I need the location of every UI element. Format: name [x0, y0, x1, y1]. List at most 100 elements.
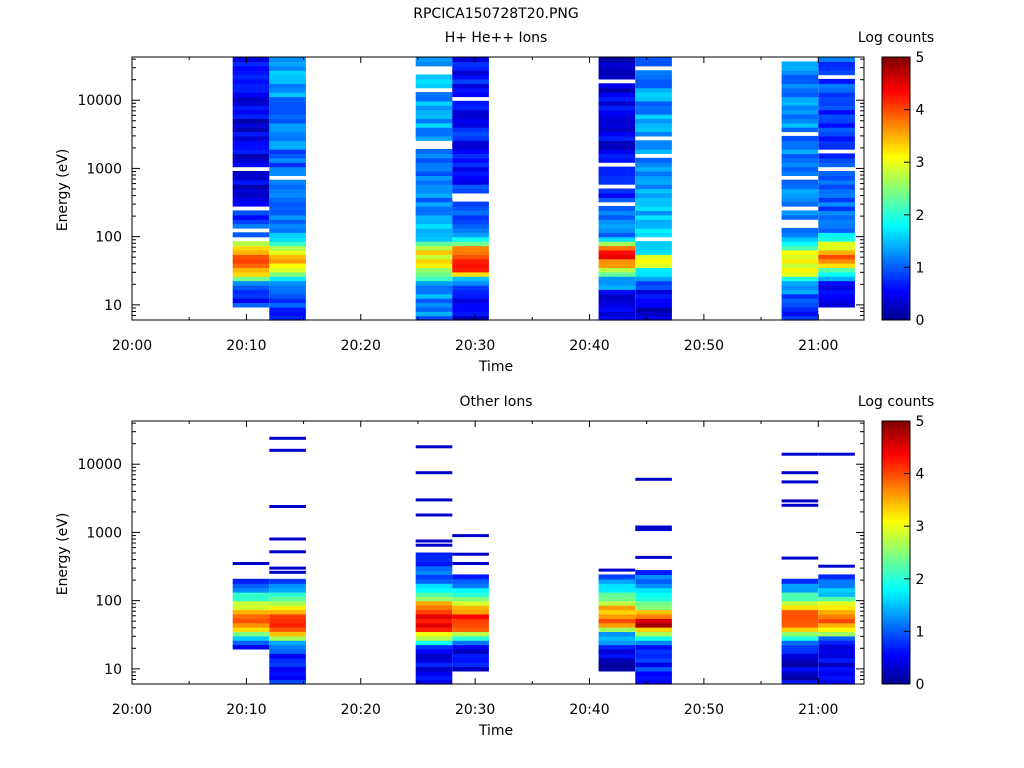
heatmap-cell — [415, 618, 453, 624]
heatmap-cell — [452, 289, 489, 295]
sparse-count-line — [598, 568, 636, 572]
heatmap-cell — [781, 70, 819, 76]
heatmap-cell — [269, 144, 306, 150]
x-axis: 20:00 20:10 20:20 20:30 20:40 20:50 21:00 — [112, 421, 838, 718]
heatmap-cell — [269, 631, 306, 637]
heatmap-cell — [452, 114, 489, 119]
heatmap-cell — [269, 74, 306, 80]
heatmap-cell — [781, 640, 819, 646]
heatmap-cell — [452, 653, 489, 659]
heatmap-cell — [635, 197, 672, 203]
panel-other-ions: Other Ions 20:00 20:10 20:20 20:30 20:40 20:5… — [55, 394, 934, 739]
heatmap-cell — [635, 227, 672, 233]
heatmap-cell — [452, 600, 489, 606]
heatmap-cell — [415, 315, 453, 321]
heatmap-cell — [818, 640, 855, 646]
time-column — [232, 57, 270, 308]
heatmap-cell — [598, 289, 636, 295]
sparse-count-line — [415, 445, 453, 449]
heatmap-cell — [415, 289, 453, 295]
heatmap-cell — [781, 149, 819, 154]
heatmap-cell — [415, 258, 453, 264]
heatmap-cell — [598, 618, 636, 624]
heatmap-cell — [781, 271, 819, 277]
heatmap-cell — [269, 302, 306, 308]
sparse-count-line — [781, 452, 819, 456]
heatmap-cell — [818, 96, 855, 102]
heatmap-cell — [269, 206, 306, 211]
heatmap-cell — [415, 74, 453, 80]
heatmap-cell — [452, 135, 489, 141]
heatmap-cell — [818, 114, 855, 119]
heatmap-cell — [452, 609, 489, 615]
heatmap-cell — [415, 232, 453, 238]
heatmap-cell — [269, 578, 306, 584]
heatmap-cell — [269, 157, 306, 163]
heatmap-cell — [635, 249, 672, 255]
heatmap-cell — [598, 65, 636, 71]
heatmap-cell — [818, 100, 855, 106]
heatmap-cell — [781, 78, 819, 84]
heatmap-cell — [269, 70, 306, 76]
heatmap-cell — [635, 87, 672, 93]
heatmap-cell — [415, 157, 453, 163]
heatmap-cell — [269, 83, 306, 89]
heatmap-cell — [415, 135, 453, 141]
sparse-count-line — [415, 513, 453, 517]
heatmap-cell — [781, 635, 819, 641]
heatmap-cell — [598, 605, 636, 611]
sparse-count-line — [269, 570, 306, 574]
colorbar-tick-label: 4 — [916, 103, 925, 119]
heatmap-cell — [415, 210, 453, 216]
heatmap-cell — [269, 298, 306, 304]
heatmap-cell — [232, 70, 270, 76]
x-axis: 20:00 20:10 20:20 20:30 20:40 20:50 21:00 — [112, 57, 838, 354]
heatmap-cell — [232, 153, 270, 159]
heatmap-cell — [269, 184, 306, 190]
heatmap-cell — [415, 605, 453, 611]
heatmap-cell — [232, 284, 270, 290]
heatmap-cell — [818, 206, 855, 211]
heatmap-cell — [598, 109, 636, 115]
heatmap-cell — [269, 600, 306, 606]
heatmap-cell — [452, 666, 489, 672]
heatmap-cell — [818, 574, 855, 580]
heatmap-cell — [635, 61, 672, 67]
heatmap-cell — [598, 175, 636, 181]
heatmap-cell — [635, 293, 672, 299]
colorbar-tick-label: 0 — [916, 677, 925, 693]
y-tick-label: 100 — [95, 230, 122, 246]
heatmap-cell — [781, 65, 819, 71]
heatmap-cell — [269, 583, 306, 589]
sparse-count-line — [269, 436, 306, 440]
heatmap-cell — [635, 631, 672, 637]
heatmap-cell — [269, 210, 306, 216]
heatmap-cell — [232, 596, 270, 602]
heatmap-cell — [598, 276, 636, 282]
heatmap-cell — [415, 306, 453, 312]
heatmap-cell — [415, 223, 453, 229]
sparse-count-line — [635, 528, 672, 532]
heatmap-cell — [452, 293, 489, 299]
heatmap-cell — [635, 596, 672, 602]
heatmap-cell — [415, 61, 453, 67]
heatmap-cell — [452, 306, 489, 312]
heatmap-cell — [415, 666, 453, 672]
heatmap-cell — [452, 613, 489, 619]
sparse-count-line — [781, 556, 819, 560]
x-tick-label: 20:30 — [455, 702, 495, 718]
heatmap-cell — [598, 219, 636, 225]
heatmap-cell — [781, 263, 819, 268]
heatmap-cell — [232, 241, 270, 247]
heatmap-cell — [452, 618, 489, 624]
time-column — [415, 57, 453, 321]
heatmap-cell — [269, 223, 306, 229]
heatmap-cell — [598, 135, 636, 141]
time-column — [269, 57, 306, 321]
heatmap-cell — [269, 179, 306, 185]
heatmap-cell — [635, 267, 672, 273]
heatmap-cell — [635, 289, 672, 295]
heatmap-cell — [415, 184, 453, 190]
heatmap-cell — [598, 267, 636, 273]
heatmap-cell — [269, 618, 306, 624]
